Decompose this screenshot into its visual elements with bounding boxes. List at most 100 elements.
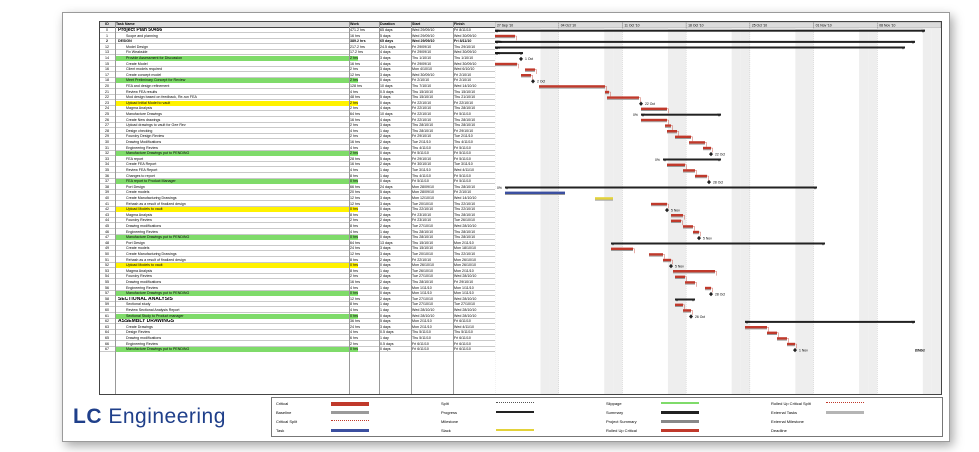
table-row[interactable]: 49 Create models 24 hrs 3 days Thu 15/10/10 M… [100, 246, 496, 252]
task-finish: Fri 2/10/10 [454, 190, 472, 195]
task-name: Review FEA results [126, 89, 158, 94]
table-row[interactable]: 61 Sectional Study to Product manager 0 hr… [100, 313, 496, 319]
table-row[interactable]: 48 Port Design 64 hrs 13 days Thu 15/10/10 Mo… [100, 241, 496, 246]
table-row[interactable]: 1 Scope and planning 16 hrs 5 days Wed 29/09… [100, 34, 496, 39]
table-row[interactable]: 26 Create New drawings 16 hrs 4 days Fri 22/… [100, 118, 496, 123]
table-row[interactable]: 35 Review FEA Report 4 hrs 1 day Tue 3/11/10… [100, 168, 496, 173]
table-row[interactable]: 57 Manufacture Drawings put to PENDING 0 h… [100, 291, 496, 297]
baseline-bar [539, 87, 605, 89]
table-column-divider [379, 22, 380, 394]
task-duration: 2 days [380, 257, 391, 262]
table-row[interactable]: 46 Engineering Review 4 hrs 1 day Thu 28/10/… [100, 230, 496, 235]
task-start: Mon 1/11/10 [412, 291, 432, 296]
table-row[interactable]: 64 Design Review 4 hrs 0.5 days Thu 5/11/10 T… [100, 330, 496, 336]
weekend-shade [795, 28, 805, 394]
table-row[interactable]: 42 Upload Models to vault 0 hrs 0 days Thu 2… [100, 207, 496, 213]
table-row[interactable]: 50 Create Manufacturing Drawings 12 hrs 3 d… [100, 252, 496, 257]
table-row[interactable]: 40 Create Manufacturing Drawings 12 hrs 3 d… [100, 196, 496, 201]
table-row[interactable]: 60 Review Sectional Analysis Report 4 hrs 1… [100, 308, 496, 313]
table-row[interactable]: 31 Engineering Review 4 hrs 1 day Thu 4/11/1… [100, 146, 496, 151]
baseline-bar [525, 70, 535, 72]
baseline-bar [675, 138, 691, 139]
task-duration: 3 days [380, 324, 391, 329]
table-row[interactable]: 66 Engineering Review 2 hrs 0.5 days Fri 6/1… [100, 342, 496, 347]
gantt-chart: 27 Sep '10 04 Oct '10 11 Oct '10 18 Oct '10… [495, 21, 942, 395]
task-bar [539, 85, 605, 88]
table-row[interactable]: 30 Drawing Modifications 16 hrs 2 days Tue 2… [100, 140, 496, 145]
task-bar [641, 118, 667, 122]
table-row[interactable]: 34 Create FEA Report 16 hrs 2 days Fri 30/10… [100, 162, 496, 168]
dependency-link [667, 203, 669, 209]
table-row[interactable]: 39 Create models 20 hrs 5 days Mon 28/09/10 F… [100, 190, 496, 196]
table-row[interactable]: 56 Engineering Review 4 hrs 1 day Mon 1/11/1… [100, 286, 496, 291]
task-name: Manufacture Drawings put to PENDING [116, 291, 358, 297]
table-row[interactable]: 29 Foundry Design Review 2 hrs 2 days Fri 29… [100, 134, 496, 140]
table-row[interactable]: 43 Magma Analysis 8 hrs 2 days Fri 23/10/10 T… [100, 213, 496, 218]
table-row[interactable]: 27 Upload drawings to vault for Gee Rev 2 … [100, 123, 496, 129]
task-work: 0 hrs [350, 207, 358, 212]
task-name: Rehash as a result of finalized design [126, 201, 186, 206]
table-row[interactable]: 38 Port Design 66 hrs 24 days Mon 28/09/10 Th… [100, 185, 496, 190]
table-row[interactable]: 36 Changes to report 8 hrs 1 day Thu 4/11/10… [100, 174, 496, 179]
task-id: 30 [105, 140, 109, 144]
table-row[interactable]: 0 Project Plan 50456 471.2 hrs 65 days Wed 2… [100, 28, 496, 33]
table-row[interactable]: 62 ASSEMBLY DRAWINGS 36 hrs 5 days Mon 2/11/… [100, 319, 496, 325]
table-row[interactable]: 15 Create Model 16 hrs 4 days Fri 29/09/10 We… [100, 62, 496, 67]
table-row[interactable]: 24 Magma Analysis 2 hrs 4 days Fri 22/10/10 T… [100, 106, 496, 112]
table-row[interactable]: 59 Sectional study 8 hrs 1 day Tue 27/10/10 T… [100, 302, 496, 308]
table-row[interactable]: 65 Drawing modifications 6 hrs 1 day Thu 5/1… [100, 336, 496, 341]
task-id: 25 [105, 112, 109, 116]
task-work: 12 hrs [350, 296, 360, 301]
table-row[interactable]: 53 Magma Analysis 8 hrs 1 day Tue 26/10/10 Mo… [100, 269, 496, 274]
table-row[interactable]: 63 Create Drawings 24 hrs 3 days Mon 2/11/10… [100, 325, 496, 330]
table-row[interactable]: 21 Review FEA results 4 hrs 0.5 days Thu 15/… [100, 90, 496, 95]
table-row[interactable]: 33 FEA report 28 hrs 5 days Fri 29/10/10 Fri … [100, 157, 496, 162]
table-row[interactable]: 51 Rehash as a result of finalized design… [100, 258, 496, 263]
table-row[interactable]: 12 Model Design 217.2 hrs 24.5 days Fri 29/0… [100, 45, 496, 50]
task-work: 389.2 hrs [350, 39, 366, 44]
table-row[interactable]: 41 Rehash as a result of finalized design… [100, 202, 496, 207]
table-row[interactable]: 45 Drawing modifications 8 hrs 2 days Tue 27… [100, 224, 496, 229]
dependency-link [795, 343, 797, 349]
task-work: 12 hrs [350, 201, 360, 206]
table-row[interactable]: 32 Manufacture Drawings put to PENDING 2 h… [100, 151, 496, 157]
table-row[interactable]: 16 Client models required 2 hrs 3 days Mon 4… [100, 67, 496, 73]
table-row[interactable]: 58 SECTIONAL ANALYSIS 12 hrs 2 days Tue 27/1… [100, 297, 496, 302]
task-duration: 0 days [380, 291, 391, 296]
task-finish: Mon 1/11/10 [454, 291, 474, 296]
table-row[interactable]: 20 FEA and design refinement 128 hrs 10 day… [100, 84, 496, 89]
table-row[interactable]: 22 Mod design based on feedback, Re-run F… [100, 95, 496, 101]
baseline-bar [745, 328, 767, 330]
table-row[interactable]: 54 Foundry Review 2 hrs 2 days Tue 27/10/10 W… [100, 274, 496, 280]
task-id: 49 [105, 246, 109, 251]
table-row[interactable]: 44 Foundry Review 2 hrs 2 days Fri 23/10/10 T… [100, 218, 496, 224]
table-row[interactable]: 67 Manufacture Drawings put to PENDING 0 h… [100, 347, 496, 353]
header-id: ID [105, 22, 109, 26]
task-duration: 24.5 days [380, 44, 396, 49]
table-row[interactable]: 25 Manufacture Drawings 64 hrs 10 days Fri 2… [100, 112, 496, 117]
table-row[interactable]: 17 Create concept model 12 hrs 3 days Wed 30… [100, 73, 496, 78]
task-finish: Thu 28/10/10 [454, 212, 476, 217]
table-row[interactable]: 28 Design checking 4 hrs 1 day Thu 28/10/10 F… [100, 129, 496, 134]
task-name: Engineering Review [126, 341, 158, 346]
task-start: Tue 2/11/10 [412, 140, 431, 144]
task-id: 60 [105, 308, 109, 312]
task-id: 52 [105, 263, 109, 268]
task-duration: 65 days [380, 28, 393, 32]
table-row[interactable]: 37 FEA report to Product Manager 0 hrs 0 da… [100, 179, 496, 185]
percent-complete-label: 0% [495, 46, 500, 50]
task-start: Thu 28/10/10 [412, 123, 434, 128]
task-table: ID Task Name Work Duration Start Finish 0 Proje… [99, 21, 497, 395]
table-row[interactable]: 47 Manufacture Drawings put to PENDING 0 h… [100, 235, 496, 241]
table-row[interactable]: 23 Upload Initial Model to vault 2 hrs 0 da… [100, 100, 496, 106]
legend-swatch [826, 402, 864, 404]
table-row[interactable]: 14 Provide Assessment for Discussion 2 hrs… [100, 56, 496, 61]
task-finish: Thu 4/11/10 [454, 140, 473, 144]
table-row[interactable]: 2 DESIGN 389.2 hrs 65 days Wed 29/09/10 Fri 8… [100, 39, 496, 45]
percent-complete-label: 0% [633, 113, 638, 117]
table-row[interactable]: 55 Drawing modifications 16 hrs 2 days Thu 2… [100, 280, 496, 285]
table-row[interactable]: 18 Meet Preliminary Concept for Review 2 h… [100, 78, 496, 84]
table-row[interactable]: 13 Fix Weakside 17.2 hrs 4 days Fri 29/09/10… [100, 50, 496, 56]
task-finish: Wed 14/10/10 [454, 84, 477, 88]
table-row[interactable]: 52 Upload Models to vault 0 hrs 0 days Mon 2… [100, 263, 496, 269]
